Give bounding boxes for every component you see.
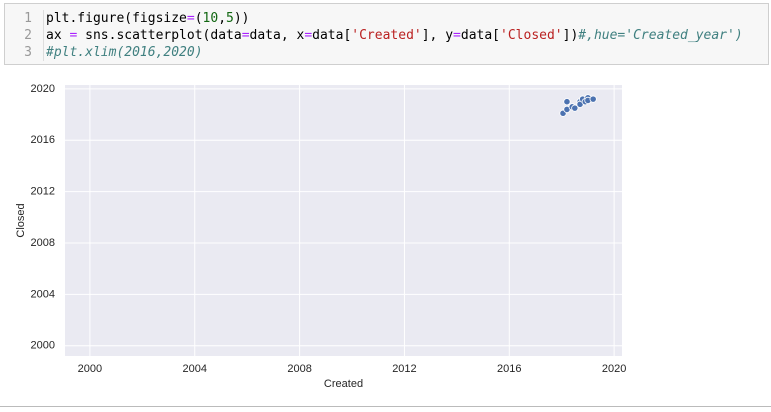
point	[571, 104, 579, 112]
code-token: 10	[202, 11, 219, 26]
code-token: ax	[46, 28, 70, 43]
code-line: ax = sns.scatterplot(data=data, x=data['…	[46, 27, 743, 44]
code-token: data[	[312, 28, 352, 43]
y-tick-label: 2020	[31, 83, 55, 95]
code-token: ])	[562, 28, 579, 43]
x-tick-label: 2008	[287, 363, 311, 375]
code-token: =	[69, 28, 78, 43]
x-tick-label: 2020	[602, 363, 626, 375]
code-token: =	[304, 28, 313, 43]
code-token: 'Closed'	[500, 28, 563, 43]
code-token: plt.figure(figsize	[46, 11, 187, 26]
code: plt.figure(figsize=(10,5)) ax = sns.scatt…	[43, 10, 743, 61]
code-token: #plt.xlim(2016,2020)	[46, 45, 203, 60]
x-tick-label: 2004	[183, 363, 207, 375]
code-token: data[	[460, 28, 501, 43]
line-numbers: 1 2 3	[5, 10, 35, 61]
x-axis-label: Created	[324, 378, 363, 390]
separator	[0, 406, 771, 407]
code-token: =	[186, 11, 195, 26]
code-token: ,	[218, 11, 227, 26]
y-tick-label: 2000	[31, 340, 55, 352]
y-tick-label: 2016	[31, 134, 55, 146]
code-token: #,hue='Created_year')	[578, 28, 743, 43]
x-tick-label: 2016	[497, 363, 521, 375]
code-token: sns.scatterplot(data	[77, 28, 242, 43]
y-tick-label: 2012	[31, 186, 55, 198]
point	[563, 98, 571, 106]
code-token: =	[453, 28, 461, 43]
line-number: 1	[24, 11, 32, 26]
code-line: plt.figure(figsize=(10,5))	[46, 10, 743, 27]
code-token: data, x	[249, 28, 305, 43]
code-token: =	[241, 28, 250, 43]
code-token: 'Created'	[351, 28, 422, 43]
line-number: 2	[24, 28, 32, 43]
code-token: 5	[226, 11, 234, 26]
y-axis-label: Closed	[15, 203, 27, 237]
chart: 2000 2004 2008 2012 2016 2020 2000 2004 2008 2012…	[15, 83, 626, 390]
line-number: 3	[24, 45, 32, 60]
code-token: ))	[233, 11, 250, 26]
point	[589, 95, 597, 103]
x-tick-label: 2012	[392, 363, 416, 375]
code-token: (	[194, 11, 203, 26]
y-tick-label: 2008	[31, 237, 55, 249]
y-tick-label: 2004	[31, 288, 55, 300]
plot-area	[65, 85, 622, 356]
x-tick-label: 2000	[78, 363, 102, 375]
code-token: ], y	[421, 28, 454, 43]
code-line: #plt.xlim(2016,2020)	[46, 44, 743, 61]
